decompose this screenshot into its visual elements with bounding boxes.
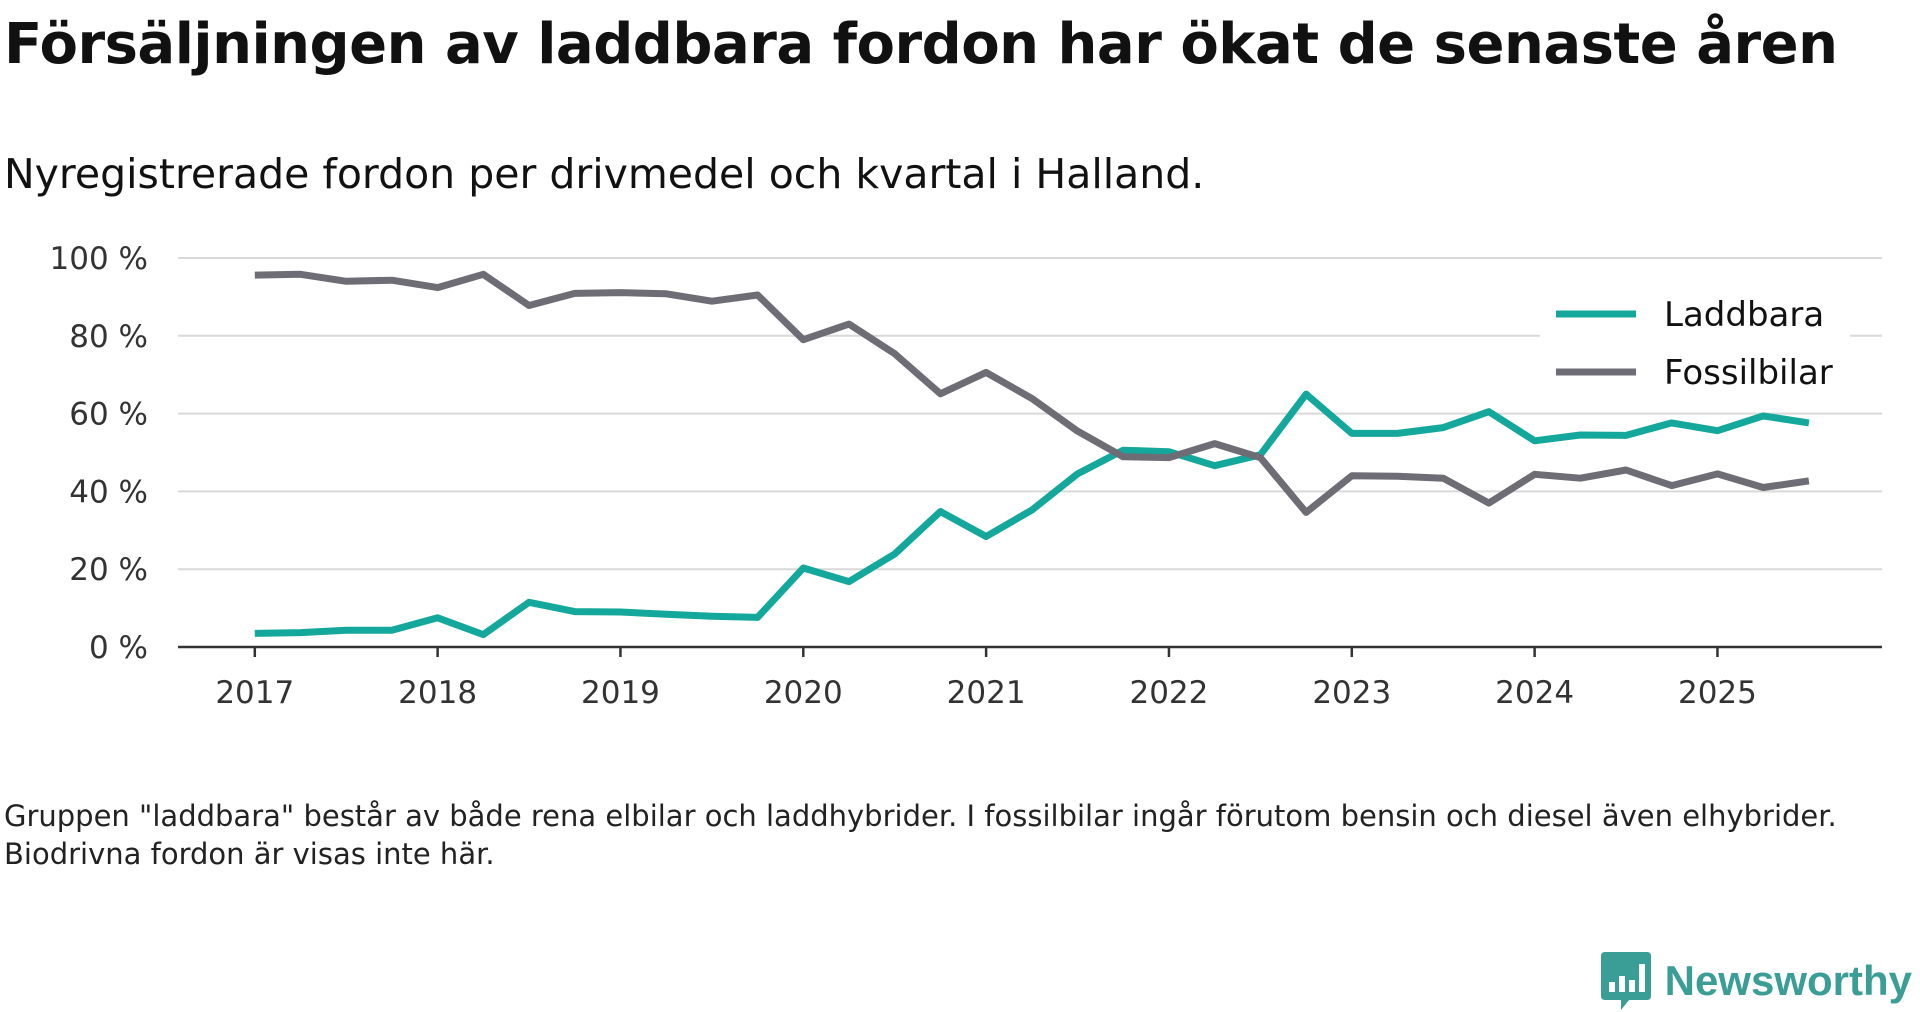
y-tick-label: 0 % [89,630,148,666]
x-tick-label: 2023 [1312,675,1391,711]
x-tick-label: 2017 [215,675,294,711]
chart-title: Försäljningen av laddbara fordon har öka… [4,12,1838,77]
footnote: Gruppen "laddbara" består av både rena e… [4,799,1837,871]
chart-subtitle: Nyregistrerade fordon per drivmedel och … [4,150,1205,198]
legend-background [1540,283,1850,399]
line-chart: 2017 2018 2019 2020 2021 2022 2023 2024 2025 0 %… [50,241,1882,711]
brand-logo: Newsworthy [1599,950,1912,1012]
x-tick-label: 2020 [764,675,843,711]
y-tick-label: 60 % [69,397,148,433]
series-line-fossilbilar [254,270,1810,516]
y-tick-label: 20 % [69,552,148,588]
x-tick-label: 2025 [1678,675,1757,711]
legend-label: Laddbara [1664,295,1824,335]
series-line-laddbara [254,390,1810,639]
bar-chart-logo-icon [1600,952,1651,1010]
legend-label: Fossilbilar [1664,353,1833,393]
x-tick-label: 2022 [1129,675,1208,711]
x-tick-label: 2024 [1495,675,1574,711]
y-tick-label: 100 % [50,241,148,277]
x-tick-label: 2019 [581,675,660,711]
y-tick-label: 40 % [69,474,148,510]
y-tick-label: 80 % [69,319,148,355]
x-tick-label: 2021 [947,675,1026,711]
brand-name: Newsworthy [1664,957,1912,1004]
x-tick-label: 2018 [398,675,477,711]
